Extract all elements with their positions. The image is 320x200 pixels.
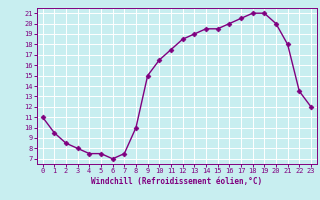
X-axis label: Windchill (Refroidissement éolien,°C): Windchill (Refroidissement éolien,°C) — [91, 177, 262, 186]
